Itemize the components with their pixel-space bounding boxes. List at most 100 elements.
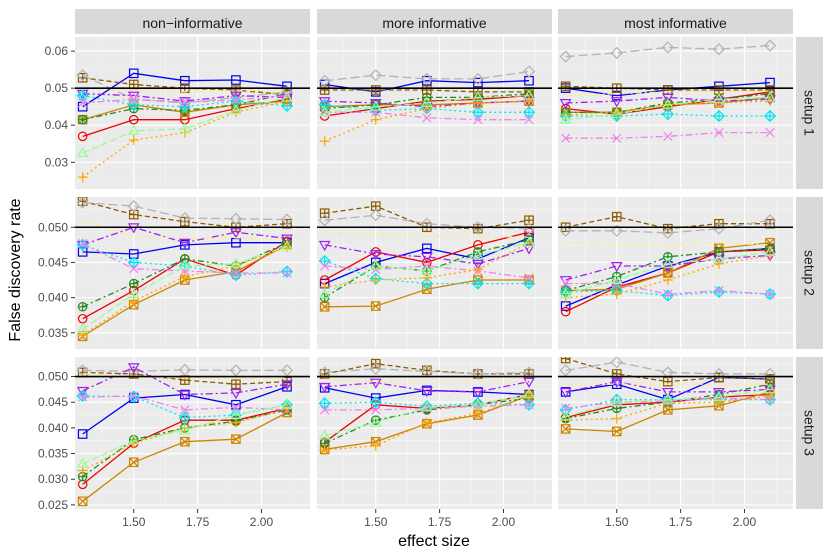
data-point-s6: [369, 69, 382, 82]
data-point-s7: [559, 99, 572, 110]
y-tick-label: 0.040: [38, 291, 68, 305]
data-point-s5: [714, 372, 724, 383]
row-strip-label: setup 1: [802, 90, 818, 136]
data-point-s9: [78, 392, 88, 402]
data-point-s10: [128, 438, 139, 449]
column-strip: non−informative: [75, 9, 310, 34]
y-tick-label: 0.030: [38, 472, 68, 486]
series-group: [559, 357, 777, 437]
data-point-s6: [318, 366, 331, 379]
data-point-s3: [231, 434, 241, 444]
data-point-s7: [610, 97, 623, 108]
data-point-s1: [422, 243, 432, 254]
series-line-s7: [565, 380, 771, 393]
data-point-s11: [76, 146, 89, 157]
data-point-s5: [231, 379, 241, 390]
y-tick-label: 0.06: [45, 44, 69, 58]
data-point-s6: [280, 364, 294, 377]
data-point-s9: [663, 289, 673, 299]
data-point-s9: [524, 400, 534, 410]
data-point-s9: [78, 238, 88, 249]
row-strip-label: setup 2: [802, 250, 818, 296]
y-tick-label: 0.04: [45, 118, 69, 132]
series-line-s6: [565, 219, 771, 234]
data-point-s6: [763, 367, 777, 381]
data-point-s11: [281, 398, 293, 409]
data-point-s10: [662, 274, 673, 286]
data-point-s8: [712, 109, 726, 123]
data-point-s10: [319, 136, 330, 147]
data-point-s11: [559, 287, 572, 299]
data-point-s6: [610, 46, 623, 60]
data-point-s6: [559, 224, 572, 237]
data-point-s8: [763, 109, 777, 123]
data-point-s6: [559, 50, 572, 63]
data-point-s11: [764, 383, 776, 394]
series-line-s10: [565, 100, 771, 116]
data-point-s1: [180, 240, 190, 250]
column-strip: most informative: [558, 9, 793, 34]
data-point-s6: [522, 366, 536, 379]
row-strip-label: setup 3: [802, 410, 818, 456]
x-tick-label: 1.75: [186, 515, 210, 529]
data-point-s10: [128, 135, 139, 146]
series-line-s8: [82, 94, 288, 108]
data-point-s10: [472, 264, 483, 275]
y-tick-label: 0.05: [45, 81, 69, 95]
series-line-s9: [565, 282, 771, 295]
data-point-s9: [561, 403, 571, 413]
data-point-s5: [422, 85, 432, 95]
data-point-s11: [127, 124, 140, 135]
data-point-s10: [230, 417, 241, 428]
data-point-s5: [128, 79, 139, 90]
panel: [75, 357, 310, 509]
data-point-s11: [178, 424, 191, 435]
data-point-s9: [129, 391, 139, 401]
data-point-s9: [180, 97, 190, 107]
data-point-s7: [713, 97, 725, 108]
data-point-s11: [523, 89, 535, 100]
data-point-s7: [369, 378, 382, 389]
data-point-s7: [661, 387, 674, 399]
series-group: [318, 358, 536, 455]
data-point-s7: [127, 363, 140, 374]
y-tick-label: 0.035: [38, 447, 68, 461]
data-point-s11: [764, 245, 776, 256]
data-point-s11: [523, 236, 535, 247]
data-point-s9: [714, 285, 724, 296]
data-point-s10: [230, 260, 241, 272]
data-point-s9: [129, 264, 139, 274]
data-point-s6: [661, 226, 674, 239]
series-group: [76, 68, 294, 183]
data-point-s6: [127, 200, 140, 213]
x-tick-label: 1.50: [364, 515, 388, 529]
x-tick-label: 2.00: [733, 515, 757, 529]
data-point-s7: [523, 377, 535, 388]
row-strip: setup 1: [796, 37, 823, 189]
data-point-s7: [369, 99, 382, 110]
series-line-s7: [565, 96, 771, 104]
series-line-s12: [324, 232, 530, 238]
data-point-s11: [713, 93, 725, 104]
series-line-s1: [324, 387, 530, 399]
data-point-s9: [320, 405, 330, 415]
data-point-s9: [371, 405, 381, 415]
data-point-s11: [661, 393, 674, 404]
series-line-s2: [82, 98, 288, 138]
data-point-s9: [231, 268, 241, 278]
data-point-s10: [421, 103, 432, 114]
data-point-s6: [610, 357, 623, 369]
data-point-s7: [178, 238, 191, 249]
data-point-s8: [127, 256, 140, 269]
data-point-s11: [318, 106, 331, 117]
series-line-s8: [324, 401, 530, 407]
data-point-s6: [178, 212, 191, 225]
data-point-s11: [76, 323, 89, 334]
x-tick-label: 1.50: [605, 515, 629, 529]
series-line-s6: [82, 369, 287, 373]
series-line-s6: [324, 70, 530, 82]
data-point-s9: [612, 133, 622, 143]
data-point-s7: [76, 386, 89, 398]
data-point-s3: [180, 436, 190, 447]
data-point-s8: [76, 89, 89, 102]
